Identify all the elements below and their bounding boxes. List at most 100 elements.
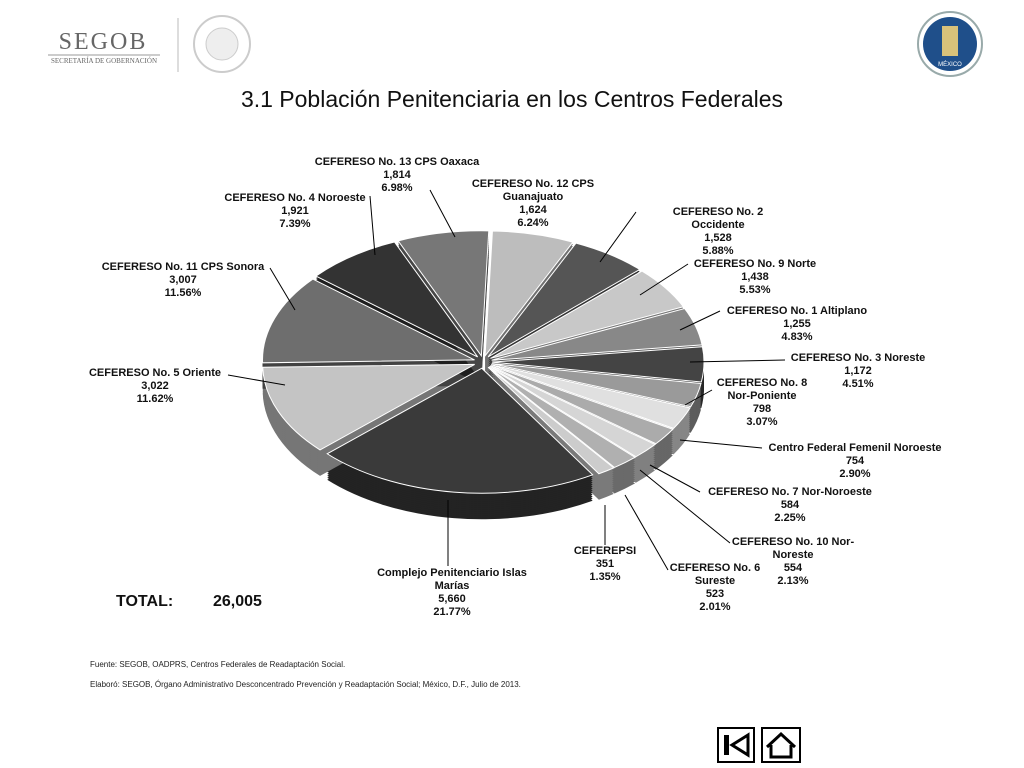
seal-core: [205, 27, 239, 61]
slice: [490, 365, 674, 445]
slice-label: CEFERESO No. 11 CPS Sonora 3,007 11.56%: [88, 261, 278, 300]
count-label: 1,438: [741, 271, 769, 283]
percent-label: 2.01%: [699, 601, 731, 613]
percent-label: 2.13%: [777, 575, 809, 587]
slice-label: CEFERESO No. 10 Nor-Noreste 554 2.13%: [723, 536, 863, 588]
seal: [193, 15, 251, 73]
slice: [488, 366, 637, 469]
count-label: 1,255: [783, 318, 811, 330]
slice: [314, 241, 479, 358]
slice: [487, 366, 615, 475]
emblem: MÉXICO: [917, 11, 983, 77]
leader-line: [679, 310, 721, 331]
slice: [487, 242, 641, 358]
slice-label: CEFERESO No. 2 Occidente 1,528 5.88%: [653, 206, 783, 258]
percent-label: 1.35%: [589, 571, 621, 583]
category-label: CEFERESO No. 2 Occidente: [672, 206, 764, 231]
leader-line: [429, 189, 456, 238]
count-label: 584: [780, 499, 800, 511]
slice-label: CEFERESO No. 8 Nor-Poniente 798 3.07%: [712, 377, 812, 429]
category-label: CEFERESO No. 8 Nor-Poniente: [716, 377, 808, 402]
category-label: CEFERESO No. 10 Nor-Noreste: [731, 536, 855, 561]
category-label: CEFERESO No. 13 CPS Oaxaca: [314, 156, 480, 168]
category-label: CEFERESO No. 6 Sureste: [669, 562, 761, 587]
count-label: 1,172: [844, 365, 872, 377]
leader-line: [227, 374, 286, 386]
slice: [489, 365, 657, 458]
chart-title: 3.1 Población Penitenciaria en los Centr…: [240, 86, 784, 112]
leader-line: [639, 263, 689, 296]
count-label: 351: [595, 558, 615, 570]
pie: [227, 189, 786, 571]
leader-line: [689, 359, 786, 363]
emblem-text: MÉXICO: [938, 61, 962, 68]
percent-label: 3.07%: [746, 416, 778, 428]
percent-label: 2.25%: [774, 512, 806, 524]
leader-line: [679, 439, 763, 449]
percent-label: 6.24%: [517, 217, 549, 229]
segob-logo: SEGOB SECRETARÍA DE GOBERNACIÓN: [48, 15, 251, 73]
count-label: 754: [845, 455, 865, 467]
logo-text: SEGOB: [59, 29, 148, 55]
leader-line: [684, 389, 713, 406]
slice-label: CEFERESO No. 4 Noroeste 1,921 7.39%: [210, 192, 380, 231]
count-label: 523: [705, 588, 725, 600]
count-label: 1,624: [519, 204, 547, 216]
slice-label: CEFERESO No. 12 CPS Guanajuato 1,624 6.24%: [463, 178, 603, 230]
percent-label: 5.88%: [702, 245, 734, 257]
slice: [490, 364, 691, 429]
slice-label: CEFERESO No. 7 Nor-Noroeste 584 2.25%: [700, 486, 880, 525]
slice: [262, 278, 475, 364]
category-label: CEFERESO No. 1 Altiplano: [726, 305, 868, 317]
slice: [490, 270, 685, 359]
slice-label: CEFERESO No. 13 CPS Oaxaca 1,814 6.98%: [312, 156, 482, 195]
category-label: Centro Federal Femenil Noroeste: [768, 442, 942, 454]
percent-label: 11.62%: [136, 393, 174, 405]
percent-label: 11.56%: [164, 287, 202, 299]
percent-label: 4.51%: [842, 378, 874, 390]
count-label: 554: [783, 562, 803, 574]
slice: [484, 230, 574, 358]
slice-label: CEFERESO No. 3 Noreste 1,172 4.51%: [783, 352, 933, 391]
category-label: Complejo Penitenciario Islas Marías: [377, 567, 527, 592]
total-caption: TOTAL:: [116, 593, 174, 610]
slice: [262, 363, 475, 451]
count-label: 1,528: [704, 232, 732, 244]
category-label: CEFERESO No. 11 CPS Sonora: [101, 261, 265, 273]
slice-label: Centro Federal Femenil Noroeste 754 2.90%: [760, 442, 950, 481]
total-value: 26,005: [213, 593, 262, 610]
percent-label: 6.98%: [381, 182, 413, 194]
slice-label: CEFERESO No. 1 Altiplano 1,255 4.83%: [717, 305, 877, 344]
source-note: Fuente: SEGOB, OADPRS, Centros Federales…: [90, 660, 346, 669]
count-label: 5,660: [438, 593, 466, 605]
slice-label: CEFERESO No. 5 Oriente 3,022 11.62%: [75, 367, 235, 406]
category-label: CEFERESO No. 4 Noroeste: [224, 192, 366, 204]
slice: [491, 307, 703, 361]
nav-buttons: [717, 727, 801, 763]
category-label: CEFERESO No. 5 Oriente: [88, 367, 222, 379]
leader-line: [599, 211, 637, 263]
slice-label: Complejo Penitenciario Islas Marías 5,660…: [372, 567, 532, 619]
count-label: 798: [752, 403, 772, 415]
percent-label: 2.90%: [839, 468, 871, 480]
category-label: CEFERESO No. 12 CPS Guanajuato: [471, 178, 595, 203]
back-icon-arrow: [729, 732, 750, 758]
slice: [397, 230, 490, 358]
leader-line: [624, 494, 669, 571]
percent-label: 21.77%: [433, 606, 471, 618]
slice: [491, 346, 705, 383]
leader-line: [649, 464, 701, 493]
slice-label: CEFERESO No. 6 Sureste 523 2.01%: [665, 562, 765, 614]
percent-label: 4.83%: [781, 331, 813, 343]
home-icon: [765, 731, 797, 759]
slice: [326, 367, 594, 494]
prepared-note: Elaboró: SEGOB, Órgano Administrativo De…: [90, 680, 521, 689]
slice: [491, 363, 702, 408]
logo-subtitle: SECRETARÍA DE GOBERNACIÓN: [51, 57, 157, 65]
percent-label: 5.53%: [739, 284, 771, 296]
leader-line: [369, 195, 376, 256]
category-label: CEFERESO No. 3 Noreste: [790, 352, 926, 364]
back-icon-bar: [724, 735, 729, 755]
